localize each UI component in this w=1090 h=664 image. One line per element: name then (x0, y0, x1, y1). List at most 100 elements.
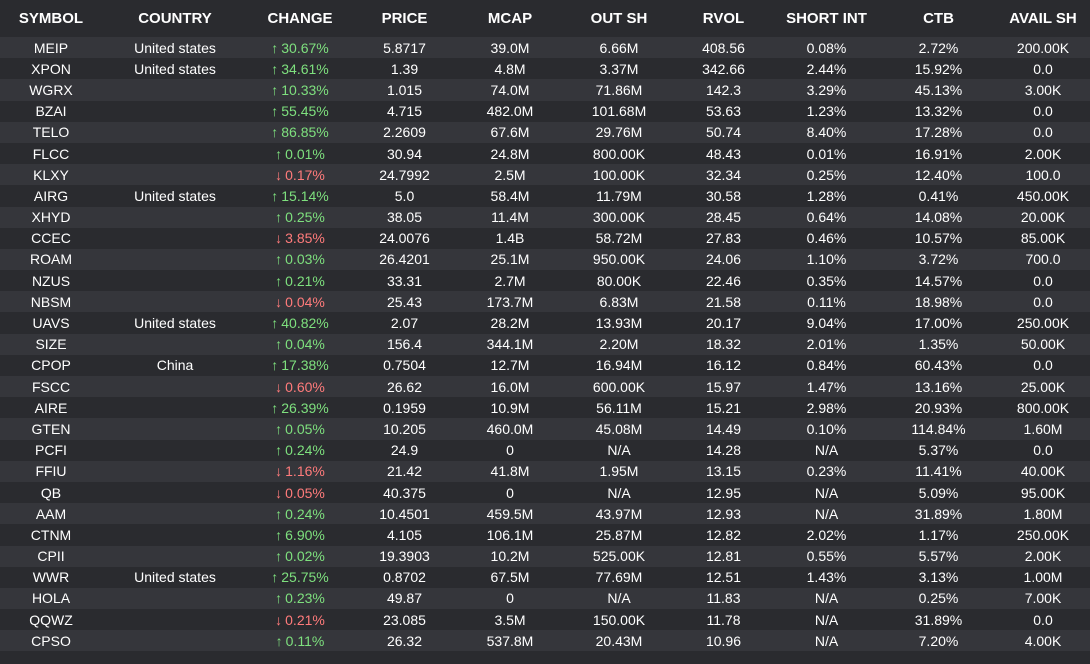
avail-sh-cell: 0.0 (1033, 103, 1053, 120)
column-header-symbol[interactable]: SYMBOL (18, 10, 84, 27)
avail-sh-cell: 95.00K (1020, 484, 1066, 501)
column-header-change[interactable]: CHANGE (267, 10, 333, 27)
price-cell: 4.105 (386, 526, 423, 543)
column-header-rvol[interactable]: RVOL (702, 10, 745, 27)
table-row[interactable]: SIZE ↑ 0.04% 156.4 344.1M 2.20M 18.32 2.01% 1.35… (0, 333, 1090, 355)
mcap-cell: 39.0M (490, 39, 530, 56)
table-row[interactable]: WGRX ↑ 10.33% 1.015 74.0M 71.86M 142.3 3.29% 45.… (0, 79, 1090, 101)
column-header-out-sh[interactable]: OUT SH (590, 10, 648, 27)
arrow-up-icon: ↑ (275, 526, 283, 543)
price-cell: 1.015 (386, 81, 423, 98)
out-sh-cell: 25.87M (595, 526, 643, 543)
table-row[interactable]: AAM ↑ 0.24% 10.4501 459.5M 43.97M 12.93 N/A 31.8… (0, 503, 1090, 525)
table-row[interactable]: CTNM ↑ 6.90% 4.105 106.1M 25.87M 12.82 2.02% 1.1… (0, 524, 1090, 546)
table-row[interactable]: AIRE ↑ 26.39% 0.1959 10.9M 56.11M 15.21 2.98% 20… (0, 397, 1090, 419)
mcap-cell: 344.1M (486, 336, 534, 353)
table-row[interactable]: NZUS ↑ 0.21% 33.31 2.7M 80.00K 22.46 0.35% 14.57… (0, 270, 1090, 292)
short-int-cell: 0.08% (806, 39, 847, 56)
table-row[interactable]: PCFI ↑ 0.24% 24.9 0 N/A 14.28 N/A 5.37% 0.0 (0, 439, 1090, 461)
table-row[interactable]: XHYD ↑ 0.25% 38.05 11.4M 300.00K 28.45 0.64% 14.… (0, 206, 1090, 228)
table-row[interactable]: TELO ↑ 86.85% 2.2609 67.6M 29.76M 50.74 8.40% 17… (0, 121, 1090, 143)
out-sh-cell: 20.43M (595, 632, 643, 649)
rvol-cell: 21.58 (705, 293, 742, 310)
out-sh-cell: 3.37M (599, 60, 639, 77)
table-row[interactable]: HOLA ↑ 0.23% 49.87 0 N/A 11.83 N/A 0.25% 7.00K (0, 587, 1090, 610)
out-sh-cell: 300.00K (592, 209, 646, 226)
column-header-short-int[interactable]: SHORT INT (786, 10, 867, 27)
country-cell (102, 270, 248, 291)
change-value: 0.02% (285, 548, 325, 565)
symbol-cell: ROAM (30, 251, 72, 268)
table-row[interactable]: CPSO ↑ 0.11% 26.32 537.8M 20.43M 10.96 N/A 7.20%… (0, 630, 1090, 652)
arrow-up-icon: ↑ (271, 315, 279, 332)
table-row[interactable]: WWR United states ↑ 25.75% 0.8702 67.5M 77.69M… (0, 566, 1090, 588)
out-sh-cell: N/A (607, 442, 631, 459)
arrow-down-icon: ↓ (275, 230, 283, 247)
table-row[interactable]: CPII ↑ 0.02% 19.3903 10.2M 525.00K 12.81 0.55% 5… (0, 545, 1090, 567)
arrow-up-icon: ↑ (275, 632, 283, 649)
ctb-cell: 20.93% (914, 399, 963, 416)
change-value: 0.11% (285, 632, 325, 649)
change-cell: ↓ 0.04% (248, 291, 352, 312)
avail-sh-cell: 3.00K (1024, 81, 1062, 98)
price-cell: 26.62 (386, 378, 423, 395)
table-row[interactable]: NBSM ↓ 0.04% 25.43 173.7M 6.83M 21.58 0.11% 18.9… (0, 291, 1090, 313)
ctb-cell: 15.92% (914, 60, 963, 77)
column-header-ctb[interactable]: CTB (923, 10, 954, 27)
column-header-price[interactable]: PRICE (381, 10, 428, 27)
country-cell (102, 228, 248, 249)
table-row[interactable]: KLXY ↓ 0.17% 24.7992 2.5M 100.00K 32.34 0.25% 12… (0, 164, 1090, 186)
ctb-cell: 13.16% (914, 378, 963, 395)
short-int-cell: 1.43% (806, 569, 847, 586)
rvol-cell: 14.28 (705, 442, 742, 459)
table-row[interactable]: QB ↓ 0.05% 40.375 0 N/A 12.95 N/A 5.09% 95.00K (0, 481, 1090, 504)
table-row[interactable]: UAVS United states ↑ 40.82% 2.07 28.2M 13.93M 2… (0, 312, 1090, 334)
change-value: 40.82% (281, 315, 329, 332)
table-row[interactable]: GTEN ↑ 0.05% 10.205 460.0M 45.08M 14.49 0.10% 11… (0, 418, 1090, 440)
table-row[interactable]: MEIP United states ↑ 30.67% 5.8717 39.0M 6.66M… (0, 37, 1090, 59)
ctb-cell: 31.89% (914, 611, 963, 628)
symbol-cell: MEIP (33, 39, 69, 56)
table-row[interactable]: CCEC ↓ 3.85% 24.0076 1.4B 58.72M 27.83 0.46% 10.… (0, 227, 1090, 249)
table-row[interactable]: QQWZ ↓ 0.21% 23.085 3.5M 150.00K 11.78 N/A 31.89… (0, 609, 1090, 631)
column-header-avail-sh[interactable]: AVAIL SH (1009, 10, 1077, 27)
table-row[interactable]: XPON United states ↑ 34.61% 1.39 4.8M 3.37M 342… (0, 58, 1090, 80)
change-cell: ↑ 0.04% (248, 334, 352, 355)
table-row[interactable]: FFIU ↓ 1.16% 21.42 41.8M 1.95M 13.15 0.23% 11.41… (0, 460, 1090, 482)
symbol-cell: CPOP (31, 357, 71, 374)
column-header-mcap[interactable]: MCAP (487, 10, 533, 27)
table-row[interactable]: AIRG United states ↑ 15.14% 5.0 58.4M 11.79M 30… (0, 185, 1090, 207)
symbol-cell: SIZE (35, 336, 67, 353)
short-int-cell: 2.44% (806, 60, 847, 77)
table-row[interactable]: FLCC ↑ 0.01% 30.94 24.8M 800.00K 48.43 0.01% 16.… (0, 142, 1090, 165)
change-cell: ↑ 17.38% (248, 355, 352, 376)
table-row[interactable]: BZAI ↑ 55.45% 4.715 482.0M 101.68M 53.63 1.23% 1… (0, 100, 1090, 122)
out-sh-cell: 1.95M (599, 463, 639, 480)
price-cell: 40.375 (383, 484, 426, 501)
mcap-cell: 0 (506, 590, 514, 607)
table-row[interactable]: ROAM ↑ 0.03% 26.4201 25.1M 950.00K 24.06 1.10% 3… (0, 248, 1090, 271)
change-cell: ↑ 0.01% (248, 143, 352, 164)
mcap-cell: 3.5M (494, 611, 526, 628)
price-cell: 30.94 (386, 145, 423, 162)
table-row[interactable]: FSCC ↓ 0.60% 26.62 16.0M 600.00K 15.97 1.47% 13.… (0, 376, 1090, 398)
short-int-cell: 2.01% (806, 336, 847, 353)
rvol-cell: 12.95 (705, 484, 742, 501)
short-int-cell: 0.25% (806, 166, 847, 183)
ctb-cell: 1.35% (918, 336, 959, 353)
out-sh-cell: 77.69M (595, 569, 643, 586)
symbol-cell: CCEC (31, 230, 71, 247)
mcap-cell: 106.1M (486, 526, 534, 543)
mcap-cell: 537.8M (486, 632, 534, 649)
price-cell: 1.39 (390, 60, 419, 77)
ctb-cell: 31.89% (914, 505, 963, 522)
change-value: 0.03% (285, 251, 325, 268)
country-cell: United states (134, 569, 216, 586)
ctb-cell: 60.43% (914, 357, 963, 374)
symbol-cell: UAVS (32, 315, 70, 332)
change-value: 0.17% (285, 166, 325, 183)
change-cell: ↑ 26.39% (248, 397, 352, 418)
column-header-country[interactable]: COUNTRY (138, 10, 212, 27)
price-cell: 24.9 (390, 442, 419, 459)
table-row[interactable]: CPOP China ↑ 17.38% 0.7504 12.7M 16.94M 16.12 0.… (0, 354, 1090, 376)
